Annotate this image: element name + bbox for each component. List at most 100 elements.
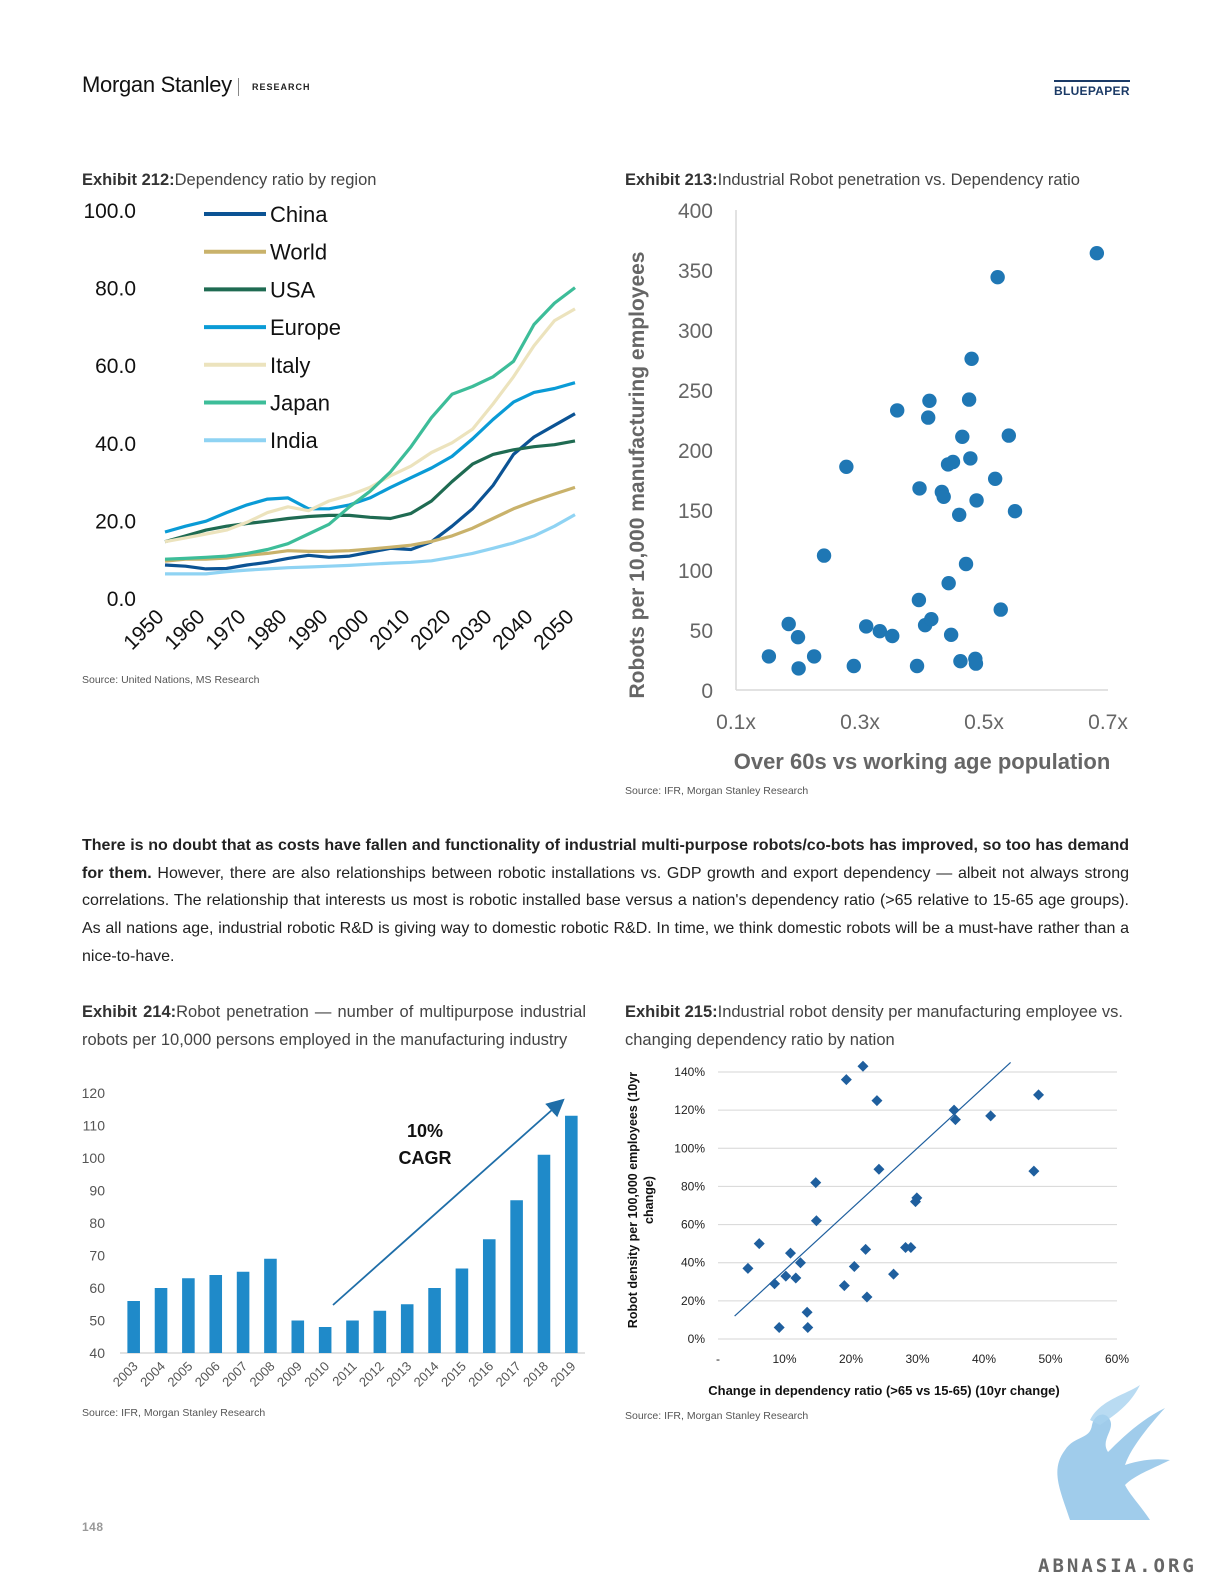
y-tick-label: 80%	[681, 1179, 705, 1193]
y-tick-label: 20%	[681, 1294, 705, 1308]
y-tick-label: 0.0	[107, 588, 136, 611]
y-axis-title: Robots per 10,000 manufacturing employee…	[626, 252, 649, 699]
x-tick-label: 20%	[839, 1352, 863, 1366]
bar-2015	[455, 1268, 469, 1353]
scatter-diamond	[985, 1110, 997, 1122]
scatter-diamond	[911, 1192, 923, 1204]
scatter-diamond	[742, 1262, 754, 1274]
bar-2016	[482, 1239, 496, 1353]
series-line-europe	[164, 381, 576, 534]
y-tick-label: 350	[678, 260, 713, 283]
page-number: 148	[82, 1520, 104, 1534]
scatter-diamond	[948, 1104, 960, 1116]
y-tick-label: 100%	[674, 1141, 705, 1155]
y-tick-label: 40.0	[95, 433, 136, 456]
exhibit-213-label: Exhibit 213:	[625, 171, 718, 189]
bar-2019	[565, 1115, 578, 1353]
scatter-diamond	[860, 1243, 872, 1255]
bar-2017	[510, 1200, 523, 1353]
scatter-diamond	[773, 1322, 785, 1334]
y-tick-label: 0	[701, 680, 713, 703]
cagr-value: 10%	[407, 1121, 443, 1141]
legend-label-italy: Italy	[270, 353, 310, 378]
scatter-point	[922, 393, 937, 408]
scatter-point	[846, 658, 861, 674]
x-tick-label: 0.5x	[964, 711, 1004, 734]
exhibit-213-title: Exhibit 213:Industrial Robot penetration…	[625, 166, 1145, 194]
y-tick-label: 90	[89, 1183, 105, 1199]
scatter-diamond	[790, 1272, 802, 1284]
scatter-point	[969, 493, 984, 508]
scatter-diamond	[873, 1163, 885, 1175]
scatter-diamond	[780, 1270, 792, 1282]
exhibit-215-label: Exhibit 215:	[625, 1003, 718, 1021]
series-line-india	[165, 513, 576, 576]
exhibit-215-title-text: Industrial robot density per manufacturi…	[625, 1003, 1124, 1049]
y-tick-label: 0%	[688, 1332, 706, 1346]
scatter-point	[839, 459, 854, 474]
x-tick-label: 10%	[772, 1352, 796, 1366]
scatter-point	[961, 392, 977, 407]
exhibit-212-source: Source: United Nations, MS Research	[82, 674, 260, 686]
scatter-point	[958, 556, 974, 572]
scatter-point	[964, 351, 979, 366]
bar-2008	[264, 1258, 277, 1353]
bar-2004	[154, 1288, 168, 1353]
bar-2013	[400, 1304, 414, 1353]
scatter-point	[790, 630, 806, 645]
exhibit-214-label: Exhibit 214:	[82, 1003, 177, 1021]
bar-2011	[346, 1320, 359, 1353]
x-tick-label: 0.3x	[840, 711, 880, 734]
scatter-point	[968, 656, 984, 671]
exhibit-213-title-text: Industrial Robot penetration vs. Depende…	[717, 171, 1080, 189]
scatter-diamond	[802, 1322, 814, 1334]
legend-label-europe: Europe	[270, 315, 341, 340]
y-tick-label: 70	[89, 1248, 105, 1264]
x-tick-label: 40%	[972, 1352, 996, 1366]
exhibit-214-title-text: Robot penetration — number of multipurpo…	[82, 1003, 586, 1049]
y-tick-label: 120	[82, 1085, 106, 1101]
scatter-diamond	[888, 1268, 900, 1280]
bar-2018	[537, 1154, 551, 1353]
scatter-point	[941, 576, 956, 591]
scatter-diamond	[769, 1278, 781, 1290]
y-tick-label: 100	[678, 560, 713, 583]
scatter-point	[791, 661, 806, 676]
section-label: RESEARCH	[252, 82, 311, 92]
series-line-italy	[164, 307, 576, 544]
bar-2012	[373, 1310, 387, 1353]
x-axis-title: Over 60s vs working age population	[734, 749, 1111, 774]
body-paragraph: There is no doubt that as costs have fal…	[82, 832, 1129, 971]
scatter-diamond	[905, 1241, 917, 1253]
scatter-point	[990, 270, 1005, 285]
scatter-point	[955, 429, 970, 444]
x-tick-label: 30%	[905, 1352, 929, 1366]
scatter-point	[945, 454, 961, 470]
y-tick-label: 200	[678, 440, 713, 463]
y-tick-label: 150	[678, 500, 713, 523]
watermark-text: ABNASIA.ORG	[1038, 1555, 1197, 1577]
y-tick-label: 400	[678, 200, 713, 223]
scatter-point	[912, 481, 927, 496]
series-line-china	[164, 412, 576, 571]
scatter-point	[943, 627, 959, 642]
trendline	[734, 1062, 1012, 1317]
y-tick-label: 50	[89, 1313, 105, 1329]
scatter-point	[963, 451, 978, 466]
bar-2006	[209, 1275, 223, 1353]
cagr-arrow	[332, 1098, 565, 1306]
scatter-point	[953, 654, 968, 669]
y-tick-label: 20.0	[95, 510, 136, 533]
exhibit-214-title: Exhibit 214:Robot penetration — number o…	[82, 998, 586, 1054]
exhibit-214-source: Source: IFR, Morgan Stanley Research	[82, 1407, 266, 1419]
scatter-diamond	[1033, 1089, 1045, 1101]
y-tick-label: 140%	[674, 1065, 705, 1079]
bar-2007	[236, 1271, 250, 1353]
paragraph-rest: However, there are also relationships be…	[82, 864, 1129, 965]
scatter-point	[924, 612, 939, 627]
scatter-point	[936, 489, 951, 504]
scatter-point	[921, 410, 936, 425]
